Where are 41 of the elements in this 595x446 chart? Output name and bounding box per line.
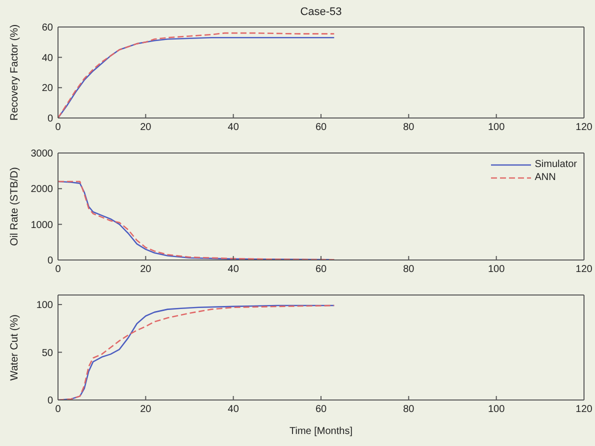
- x-tick-label: 0: [55, 122, 62, 134]
- x-tick-label: 60: [315, 264, 327, 276]
- y-tick-label: 50: [42, 348, 54, 359]
- x-axis-title: Time [Months]: [290, 426, 353, 437]
- x-tick-label: 20: [140, 122, 152, 134]
- y-tick-label: 100: [36, 300, 54, 312]
- x-tick-label: 80: [403, 122, 415, 134]
- x-tick-label: 40: [228, 404, 240, 416]
- legend-label: Simulator: [534, 158, 577, 171]
- x-tick-label: 120: [576, 404, 593, 416]
- y-tick-label: 3000: [30, 148, 54, 160]
- y-tick-label: 0: [47, 256, 54, 267]
- legend-label: ANN: [534, 171, 556, 184]
- x-tick-label: 20: [140, 264, 152, 276]
- y-tick-label: 60: [42, 22, 54, 34]
- x-tick-label: 100: [488, 122, 506, 134]
- x-tick-label: 0: [55, 264, 62, 276]
- y-tick-label: 0: [47, 396, 54, 407]
- x-tick-label: 20: [140, 404, 152, 416]
- y-tick-label: 20: [42, 83, 54, 94]
- y-axis-title: Recovery Factor (%): [8, 24, 21, 121]
- y-tick-label: 1000: [30, 220, 54, 231]
- y-axis-title: Oil Rate (STB/D): [8, 167, 21, 246]
- y-tick-label: 0: [47, 114, 54, 125]
- line-series: [58, 180, 335, 260]
- x-tick-label: 80: [403, 404, 415, 416]
- x-tick-label: 0: [55, 404, 62, 416]
- x-tick-label: 120: [576, 264, 593, 276]
- x-tick-label: 60: [315, 122, 327, 134]
- x-tick-label: 100: [488, 264, 506, 276]
- x-tick-label: 40: [228, 122, 240, 134]
- y-tick-label: 2000: [30, 184, 54, 196]
- x-tick-label: 120: [576, 122, 593, 134]
- x-tick-label: 40: [228, 264, 240, 276]
- chart-title: Case-53: [299, 6, 343, 18]
- x-tick-label: 100: [488, 404, 506, 416]
- x-tick-label: 80: [403, 264, 415, 276]
- line-series: [58, 304, 335, 400]
- y-tick-label: 40: [42, 52, 54, 64]
- y-axis-title: Water Cut (%): [8, 314, 21, 381]
- x-tick-label: 60: [315, 404, 327, 416]
